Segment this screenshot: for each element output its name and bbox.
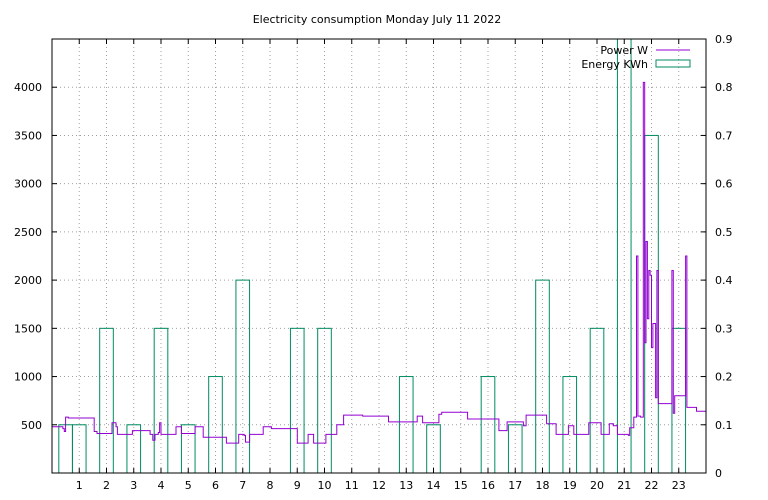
y-left-tick-label: 3500 [14, 129, 42, 142]
y-left-tick-label: 1500 [14, 322, 42, 335]
x-tick-label: 8 [267, 479, 274, 492]
x-tick-label: 10 [318, 479, 332, 492]
y-right-tick-label: 0.3 [715, 322, 733, 335]
grid-layer [52, 39, 706, 473]
x-tick-label: 23 [672, 479, 686, 492]
x-tick-label: 2 [103, 479, 110, 492]
x-tick-label: 6 [212, 479, 219, 492]
energy-bar [507, 424, 523, 474]
x-tick-label: 5 [185, 479, 192, 492]
y-right-tick-label: 0.7 [715, 129, 733, 142]
y-left-tick-label: 2500 [14, 226, 42, 239]
x-tick-label: 17 [508, 479, 522, 492]
energy-bar [71, 424, 87, 474]
power-line-layer [52, 81, 706, 444]
energy-bar [126, 424, 142, 474]
x-tick-label: 12 [372, 479, 386, 492]
y-right-tick-label: 0.1 [715, 419, 733, 432]
energy-bars [58, 38, 687, 474]
x-tick-label: 16 [481, 479, 495, 492]
y-left-tick-label: 2000 [14, 274, 42, 287]
chart-title: Electricity consumption Monday July 11 2… [253, 13, 502, 26]
legend: Power W Energy KWh [581, 44, 691, 71]
x-tick-label: 11 [345, 479, 359, 492]
x-tick-label: 3 [130, 479, 137, 492]
y-right-tick-label: 0.6 [715, 178, 733, 191]
x-tick-label: 22 [645, 479, 659, 492]
x-tick-label: 21 [617, 479, 631, 492]
y-right-tick-label: 0.2 [715, 371, 733, 384]
y-right-tick-label: 0.4 [715, 274, 733, 287]
x-tick-label: 18 [536, 479, 550, 492]
y-left-tick-label: 500 [21, 419, 42, 432]
legend-label-power: Power W [600, 44, 648, 57]
x-tick-label: 13 [399, 479, 413, 492]
energy-bar [180, 424, 196, 474]
x-tick-label: 1 [76, 479, 83, 492]
legend-label-energy: Energy KWh [581, 58, 648, 71]
power-line [52, 81, 706, 444]
y-left-tick-label: 4000 [14, 81, 42, 94]
x-tick-label: 7 [239, 479, 246, 492]
energy-bar [235, 279, 251, 474]
x-tick-label: 19 [563, 479, 577, 492]
energy-bar [426, 424, 441, 474]
energy-bar [58, 424, 73, 474]
y-right-tick-label: 0.9 [715, 33, 733, 46]
legend-swatch-energy [655, 59, 691, 68]
y-left-tick-label: 1000 [14, 371, 42, 384]
x-tick-label: 14 [427, 479, 441, 492]
axis-ticks: 1 2 3 4 5 6 7 8 9 10 11 12 13 14 15 16 17 18 19 20 21 22 23500… [14, 33, 733, 492]
energy-bar [535, 279, 550, 474]
x-tick-label: 15 [454, 479, 468, 492]
x-tick-label: 9 [294, 479, 301, 492]
x-tick-label: 4 [158, 479, 165, 492]
x-tick-label: 20 [590, 479, 604, 492]
y-right-tick-label: 0.5 [715, 226, 733, 239]
y-right-tick-label: 0 [715, 467, 722, 480]
y-right-tick-label: 0.8 [715, 81, 733, 94]
y-left-tick-label: 3000 [14, 178, 42, 191]
